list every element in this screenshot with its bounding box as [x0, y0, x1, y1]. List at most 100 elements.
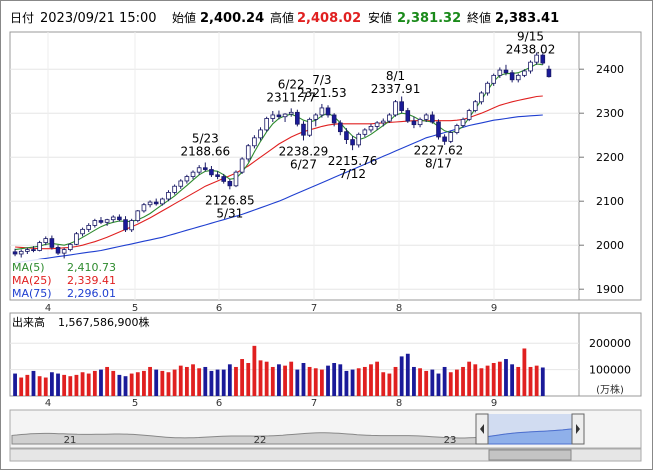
candle-down: [295, 111, 300, 125]
navigator[interactable]: 21 22 23: [9, 409, 642, 462]
candle-up: [528, 61, 533, 72]
volume-bar: [369, 364, 373, 396]
annotation-value: 2238.29: [279, 144, 329, 158]
volume-bar: [277, 364, 281, 396]
candle-down: [436, 121, 441, 138]
ma25-label: MA(25): [12, 274, 52, 287]
volume-bar: [393, 366, 398, 396]
candle-up: [417, 118, 423, 126]
volume-bar: [528, 366, 533, 396]
volume-bar: [497, 361, 502, 396]
month-label-volume: 9: [491, 398, 497, 409]
candle-up: [172, 185, 177, 193]
volume-bar: [540, 367, 545, 396]
ma5-label: MA(5): [12, 261, 45, 274]
candle-down: [442, 136, 447, 142]
low-label: 安値: [368, 10, 392, 25]
volume-bar: [105, 366, 110, 396]
annotation-value: 2438.02: [506, 42, 556, 56]
volume-label: 出来高: [12, 315, 45, 329]
volume-bar: [215, 369, 220, 396]
chevron-left-icon: [480, 424, 484, 434]
volume-bar: [111, 370, 116, 396]
candle-down: [540, 54, 546, 64]
candle-up: [160, 198, 165, 205]
volume-bar: [129, 373, 134, 396]
candle-up: [25, 249, 30, 252]
month-label-volume: 7: [311, 398, 317, 409]
price-axis-ticks: 1900 2000 2100 2200 2300 2400: [596, 63, 624, 296]
volume-bar: [405, 353, 410, 396]
volume-bar: [178, 365, 183, 396]
high-label: 高値: [270, 10, 294, 25]
candle-up: [288, 111, 294, 115]
volume-bar: [442, 366, 447, 396]
volume-bar: [289, 361, 294, 396]
candle-up: [37, 242, 42, 251]
volume-bar: [240, 359, 245, 396]
price-tick-label: 2200: [596, 151, 624, 164]
volume-bar: [418, 368, 422, 396]
volume-bar: [227, 364, 232, 396]
volume-bar: [25, 374, 30, 396]
price-tick-label: 1900: [596, 283, 624, 296]
volume-bar: [350, 369, 355, 396]
high-value: 2,408.02: [297, 11, 361, 26]
open-label: 始値: [172, 10, 196, 25]
candle-up: [393, 101, 398, 116]
month-label-volume: 4: [45, 398, 51, 409]
candle-down: [221, 176, 227, 182]
navigator-selection-area: [487, 428, 573, 445]
annotation-date: 5/23: [192, 131, 219, 145]
volume-bar: [338, 364, 343, 396]
candle-up: [522, 70, 527, 76]
volume-grid: 100000 200000: [10, 337, 631, 377]
candle-up: [454, 125, 460, 133]
volume-tick-label: 200000: [589, 337, 631, 350]
navigator-scrollbar[interactable]: [9, 448, 642, 462]
candle-up: [80, 228, 85, 235]
candle-down: [209, 169, 214, 176]
candlesticks: [12, 52, 552, 259]
volume-bar: [117, 374, 122, 396]
candle-down: [227, 180, 233, 187]
candle-up: [374, 122, 380, 127]
candle-up: [129, 220, 134, 231]
candle-up: [184, 176, 190, 182]
volume-bar: [99, 369, 103, 396]
volume-bar: [86, 373, 91, 396]
candle-up: [356, 133, 362, 146]
annotation-date: 6/22: [278, 77, 305, 91]
volume-bar: [37, 376, 42, 396]
volume-bar: [362, 366, 367, 396]
close-label: 終値: [467, 10, 491, 25]
candle-up: [534, 54, 539, 63]
month-label-price: 9: [491, 303, 497, 314]
annotation-value: 2188.66: [180, 144, 230, 158]
volume-bar: [522, 348, 527, 396]
candle-up: [466, 110, 472, 120]
volume-bar: [148, 366, 152, 396]
volume-bar: [74, 374, 79, 396]
navigator-scrollbar-thumb[interactable]: [488, 449, 572, 461]
volume-bar: [154, 369, 159, 396]
candle-down: [153, 201, 159, 205]
candle-down: [546, 68, 552, 78]
volume-bar: [172, 369, 177, 396]
volume-bar: [142, 370, 146, 396]
candle-up: [18, 250, 24, 255]
candle-up: [460, 118, 466, 126]
candle-up: [362, 129, 368, 135]
volume-bar: [264, 361, 269, 396]
candle-down: [411, 120, 417, 126]
annotation-date: 7/3: [312, 73, 331, 87]
datetime-value: 2023/09/21 15:00: [40, 11, 157, 26]
annotation-date: 6/27: [290, 157, 317, 171]
volume-bar: [283, 365, 287, 396]
volume-bar: [307, 366, 312, 396]
candle-down: [430, 114, 435, 123]
candle-down: [399, 101, 404, 111]
close-value: 2,383.41: [495, 11, 559, 26]
candle-up: [264, 118, 269, 131]
volume-bar: [332, 363, 337, 396]
